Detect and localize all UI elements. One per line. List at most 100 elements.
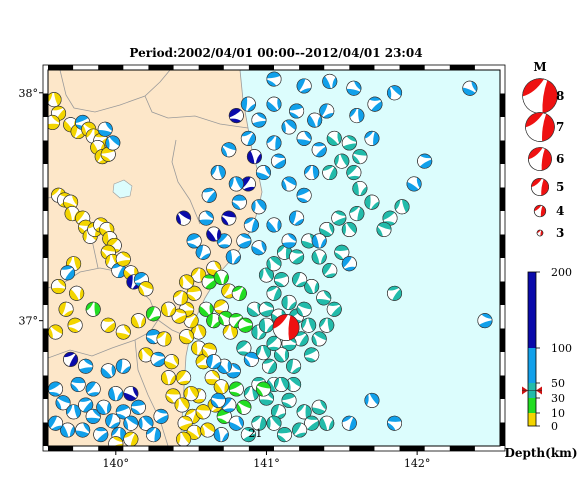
lon-tick-label: 140° [103,457,130,470]
focal-mechanism [130,313,146,329]
frame-segment [148,65,174,70]
focal-mechanism [271,153,287,169]
focal-mechanism [145,306,161,322]
focal-mechanism [195,354,211,370]
focal-mechanism [281,119,297,135]
focal-mechanism [322,165,338,181]
depth-colorbar: 200 100 50 30 100 Depth(km) [504,266,577,460]
focal-mechanism [69,285,85,301]
focal-mechanism [51,105,67,121]
focal-mechanism [292,272,308,288]
focal-mechanism [48,324,64,340]
focal-mechanism [70,376,86,392]
focal-mechanism [100,363,116,379]
focal-mechanism [277,427,293,443]
focal-mechanism [341,222,357,238]
focal-mechanism [311,249,327,265]
focal-mechanism [176,431,192,446]
magnitude-legend-symbol [525,112,555,142]
frame-segment [148,446,174,451]
focal-mechanism [417,153,433,169]
focal-mechanism [222,324,238,340]
focal-mechanism [341,256,357,272]
focal-mechanism [334,153,350,169]
focal-mechanism [183,313,199,329]
focal-mechanism [145,427,161,443]
focal-mechanism [281,294,297,310]
frame-segment [500,140,505,164]
frame-segment [43,93,48,117]
axis-labels: 140° 141° 142° 37° 38° [19,87,431,470]
magnitude-legend-symbol [531,178,549,196]
focal-mechanism [213,427,229,443]
focal-mechanism [123,386,139,402]
frame-segment [349,65,375,70]
focal-mechanism [296,130,312,146]
focal-mechanism [156,331,172,347]
focal-mechanism [123,431,139,446]
focal-mechanism [296,187,312,203]
focal-mechanism [246,301,262,317]
focal-mechanism [201,187,217,203]
focal-mechanism [274,347,290,363]
focal-mechanism [75,422,91,438]
frame-segment [248,446,274,451]
focal-mechanism [85,301,101,317]
focal-mechanism [281,233,297,249]
focal-mechanism [130,399,146,415]
focal-mechanism [78,397,94,413]
focal-mechanism [78,358,94,374]
lat-tick-label: 38° [19,87,39,100]
depth-colorbar-segment [528,398,536,413]
focal-mechanism [206,313,222,329]
focal-mechanism [322,73,338,89]
focal-mechanism [334,244,350,260]
focal-mechanism [161,370,177,386]
focal-mechanism [228,381,244,397]
focal-mechanism [304,278,320,294]
focal-mechanism [48,415,64,431]
focal-mechanism [179,274,195,290]
focal-mechanism [376,222,392,238]
focal-mechanism [243,351,259,367]
focal-mechanisms [48,71,493,446]
focal-mechanism [138,281,154,297]
focal-mechanism [221,210,237,226]
map-annotation: 21 [248,427,262,440]
magnitude-legend-label: 6 [556,152,564,166]
frame-segment [43,187,48,211]
focal-mechanism [236,233,252,249]
focal-mechanism [387,415,403,431]
focal-mechanism [206,226,222,242]
magnitude-legend-symbol [528,147,552,171]
focal-mechanism [311,399,327,415]
frame-segment [43,375,48,399]
frame-segment [500,422,505,446]
focal-mechanism [406,176,422,192]
focal-mechanism [387,285,403,301]
focal-mechanism [191,324,207,340]
focal-mechanism [51,278,67,294]
focal-mechanism [382,210,398,226]
focal-mechanism [153,408,169,424]
focal-mechanism [319,415,335,431]
focal-mechanism [48,114,61,130]
focal-mechanism [179,329,195,345]
focal-mechanism [293,331,309,347]
focal-mechanism [296,78,312,94]
magnitude-legend-symbol [536,229,544,237]
focal-mechanism [266,96,282,112]
focal-mechanism [271,404,287,420]
focal-mechanism [240,427,256,443]
magnitude-legend-symbol [533,204,547,218]
focal-mechanism [173,290,189,306]
focal-mechanism [322,263,338,279]
focal-mechanism [331,210,347,226]
focal-mechanism [251,240,267,256]
focal-mechanism [341,415,357,431]
focal-mechanism [316,290,332,306]
focal-mechanism [93,427,109,443]
focal-mechanism [237,317,253,333]
highlight-focal-mechanism [272,314,300,341]
